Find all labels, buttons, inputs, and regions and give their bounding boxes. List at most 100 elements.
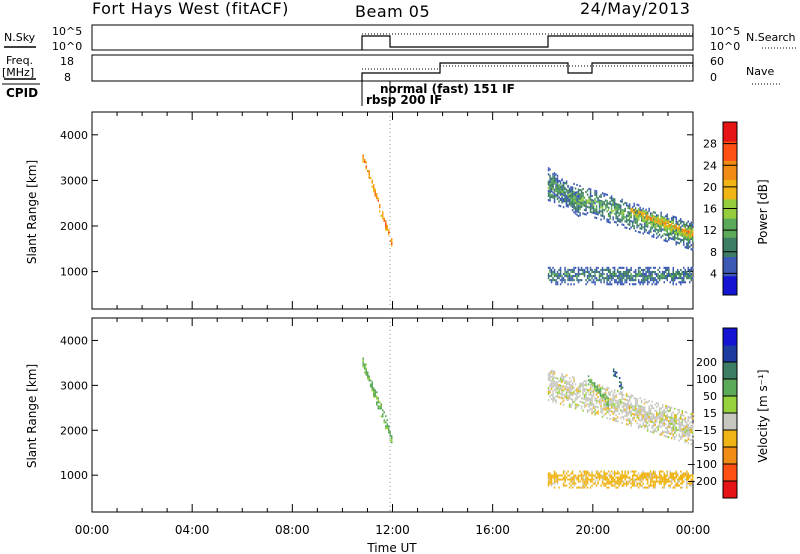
- data-cell: [633, 227, 635, 230]
- data-cell: [674, 415, 676, 418]
- data-cell: [643, 414, 646, 417]
- data-cell: [646, 417, 649, 420]
- data-cell: [553, 472, 556, 475]
- data-cell: [640, 399, 643, 402]
- data-cell: [634, 279, 637, 282]
- data-cell: [604, 268, 607, 271]
- data-cell: [658, 220, 661, 223]
- data-cell: [561, 385, 563, 388]
- data-cell: [646, 231, 649, 234]
- data-cell: [547, 277, 550, 280]
- data-cell: [616, 281, 619, 284]
- data-cell: [687, 234, 689, 237]
- data-cell: [555, 383, 557, 386]
- data-cell: [594, 397, 596, 400]
- data-cell: [550, 193, 553, 196]
- data-cell: [671, 433, 673, 436]
- data-cell: [588, 389, 590, 392]
- data-cell: [668, 275, 670, 278]
- data-cell: [622, 211, 625, 214]
- data-cell: [567, 399, 569, 401]
- data-cell: [637, 275, 640, 278]
- data-cell: [574, 197, 577, 200]
- data-cell: [586, 482, 589, 485]
- data-cell: [564, 195, 566, 198]
- data-cell: [607, 407, 610, 410]
- data-cell: [567, 388, 569, 391]
- data-cell: [648, 486, 650, 489]
- data-cell: [571, 400, 574, 403]
- data-cell: [556, 183, 559, 186]
- data-cell: [652, 425, 655, 428]
- data-cell: [687, 266, 689, 269]
- data-cell: [677, 412, 679, 415]
- data-cell: [642, 220, 644, 223]
- data-cell: [547, 372, 550, 375]
- data-cell: [646, 486, 649, 489]
- data-cell: [643, 408, 646, 411]
- data-cell: [690, 427, 692, 429]
- data-cell: [624, 220, 626, 223]
- data-cell: [625, 220, 628, 223]
- data-cell: [553, 388, 556, 391]
- data-cell: [639, 425, 641, 428]
- data-cell: [648, 412, 650, 414]
- data-cell: [615, 209, 617, 212]
- data-cell: [657, 426, 659, 429]
- data-cell: [586, 403, 589, 406]
- data-cell: [571, 268, 574, 271]
- data-cell: [633, 484, 635, 487]
- data-cell: [622, 418, 625, 421]
- data-cell: [565, 382, 568, 385]
- data-cell: [382, 409, 384, 412]
- data-cell: [618, 279, 620, 282]
- data-cell: [597, 213, 599, 216]
- data-cell: [642, 214, 644, 217]
- data-cell: [661, 430, 664, 433]
- data-cell: [605, 401, 608, 404]
- data-cell: [556, 385, 559, 388]
- data-cell: [586, 390, 589, 393]
- data-cell: [645, 413, 647, 416]
- data-cell: [678, 419, 680, 422]
- data-cell: [589, 204, 592, 207]
- data-cell: [671, 237, 673, 240]
- data-cell: [598, 277, 601, 280]
- data-cell: [571, 195, 574, 198]
- data-cell: [669, 486, 671, 489]
- colorbar-segment: [723, 379, 737, 397]
- data-cell: [595, 391, 598, 394]
- data-cell: [612, 199, 614, 202]
- data-cell: [550, 383, 553, 386]
- data-cell: [627, 407, 629, 410]
- colorbar-segment: [723, 275, 737, 296]
- colorbar-segment: [723, 464, 737, 482]
- data-cell: [639, 231, 641, 234]
- data-cell: [583, 406, 586, 409]
- data-cell: [568, 381, 571, 384]
- data-cell: [577, 268, 580, 271]
- data-cell: [654, 222, 656, 225]
- data-cell: [600, 273, 602, 276]
- data-cell: [677, 472, 679, 475]
- data-cell: [588, 200, 590, 203]
- data-cell: [683, 273, 685, 276]
- data-cell: [580, 197, 583, 200]
- data-cell: [619, 218, 622, 221]
- data-cell: [558, 474, 560, 477]
- data-cell: [574, 212, 577, 215]
- data-cell: [654, 476, 656, 479]
- data-cell: [624, 408, 626, 411]
- data-cell: [646, 474, 649, 477]
- data-cell: [690, 482, 692, 485]
- data-cell: [640, 476, 643, 479]
- data-cell: [674, 231, 676, 234]
- data-cell: [601, 204, 604, 207]
- data-cell: [655, 222, 658, 225]
- data-cell: [391, 242, 393, 245]
- data-cell: [558, 396, 560, 399]
- data-cell: [636, 273, 638, 276]
- data-cell: [683, 424, 685, 427]
- data-cell: [625, 202, 628, 205]
